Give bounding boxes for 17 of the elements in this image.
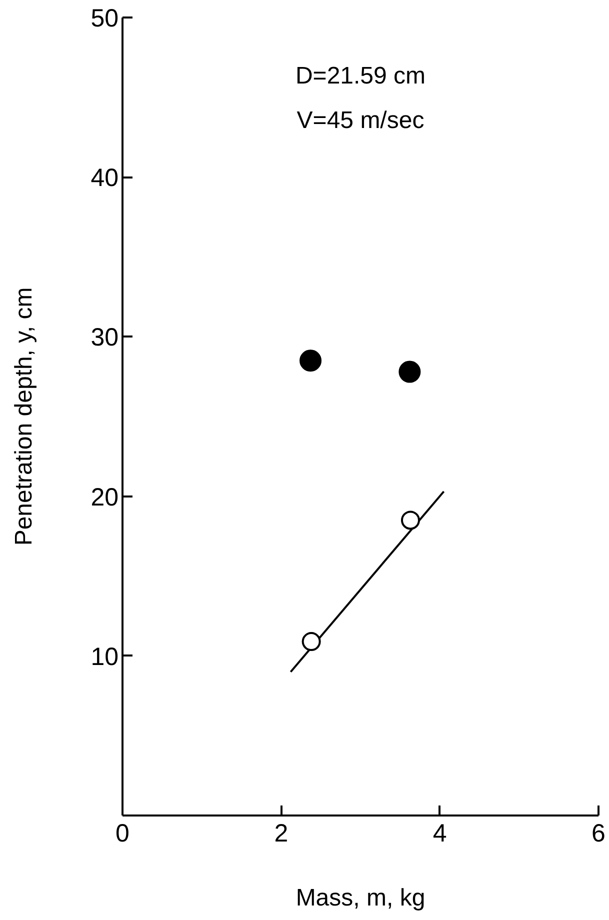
y-tick-label: 30 [90,324,119,352]
point [300,350,322,372]
annotation: D=21.59 cm [295,62,426,90]
annotation: V=45 m/sec [296,106,424,134]
x-axis-title: Mass, m, kg [296,884,426,912]
x-tick-label: 2 [274,820,288,848]
y-axis-title: Penetration depth, y, cm [10,287,38,546]
x-tick-label: 0 [116,820,130,848]
y-tick-label: 20 [90,483,119,512]
x-tick-label: 6 [592,820,606,848]
point [398,360,421,383]
point [400,510,420,530]
y-tick-label: 40 [90,164,119,192]
x-tick-label: 4 [432,820,447,848]
y-tick-label: 50 [90,4,119,32]
y-tick-label: 10 [90,642,119,671]
point [302,632,321,652]
